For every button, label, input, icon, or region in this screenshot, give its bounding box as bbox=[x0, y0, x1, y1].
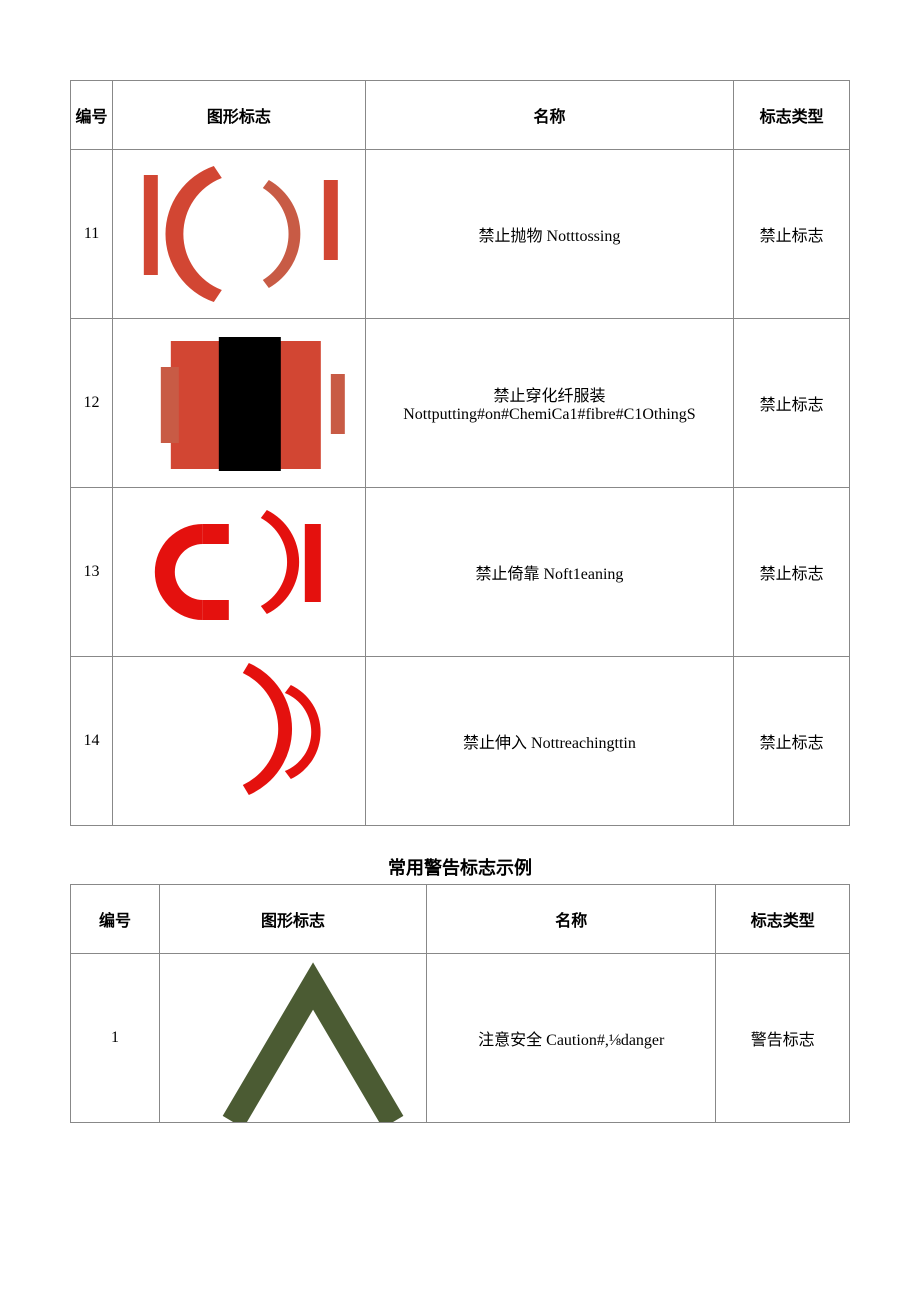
cell-name: 禁止穿化纤服装 Nottputting#on#ChemiCa1#fibre#C1… bbox=[365, 319, 733, 488]
warning-signs-table: 编号 图形标志 名称 标志类型 1 注意安全 Caution#,⅛danger … bbox=[70, 884, 850, 1123]
col-header-name: 名称 bbox=[427, 885, 716, 954]
cell-graphic bbox=[113, 150, 366, 319]
cell-id: 14 bbox=[71, 657, 113, 826]
cell-graphic bbox=[160, 954, 427, 1123]
col-header-name: 名称 bbox=[365, 81, 733, 150]
cell-name-line1: 禁止穿化纤服装 bbox=[493, 388, 605, 405]
col-header-graphic: 图形标志 bbox=[160, 885, 427, 954]
col-header-type: 标志类型 bbox=[734, 81, 850, 150]
cell-type: 警告标志 bbox=[716, 954, 850, 1123]
cell-name-line2: Nottputting#on#ChemiCa1#fibre#C1OthingS bbox=[403, 406, 695, 423]
table-row: 12 禁止穿化纤服装 Nottputting#on#ChemiCa1#fibre… bbox=[71, 319, 850, 488]
cell-id: 13 bbox=[71, 488, 113, 657]
cell-name: 注意安全 Caution#,⅛danger bbox=[427, 954, 716, 1123]
col-header-type: 标志类型 bbox=[716, 885, 850, 954]
prohibition-sign-icon bbox=[113, 488, 365, 656]
cell-id: 12 bbox=[71, 319, 113, 488]
cell-type: 禁止标志 bbox=[734, 150, 850, 319]
table-row: 13 禁止倚靠 Noft1eaning 禁止标志 bbox=[71, 488, 850, 657]
cell-graphic bbox=[113, 488, 366, 657]
cell-type: 禁止标志 bbox=[734, 657, 850, 826]
prohibition-sign-icon bbox=[113, 150, 365, 318]
cell-graphic bbox=[113, 319, 366, 488]
prohibition-sign-icon bbox=[113, 657, 365, 825]
col-header-id: 编号 bbox=[71, 81, 113, 150]
cell-name: 禁止伸入 Nottreachingttin bbox=[365, 657, 733, 826]
table-row: 11 禁止抛物 Notttossing 禁止标志 bbox=[71, 150, 850, 319]
cell-type: 禁止标志 bbox=[734, 319, 850, 488]
cell-type: 禁止标志 bbox=[734, 488, 850, 657]
cell-id: 11 bbox=[71, 150, 113, 319]
section-title-warning: 常用警告标志示例 bbox=[70, 854, 850, 880]
cell-name: 禁止倚靠 Noft1eaning bbox=[365, 488, 733, 657]
cell-id: 1 bbox=[71, 954, 160, 1123]
page: 编号 图形标志 名称 标志类型 11 禁止抛物 Notttossing bbox=[0, 0, 920, 1163]
cell-name: 禁止抛物 Notttossing bbox=[365, 150, 733, 319]
table-header-row: 编号 图形标志 名称 标志类型 bbox=[71, 885, 850, 954]
table-row: 1 注意安全 Caution#,⅛danger 警告标志 bbox=[71, 954, 850, 1123]
prohibition-signs-table: 编号 图形标志 名称 标志类型 11 禁止抛物 Notttossing bbox=[70, 80, 850, 826]
table-row: 14 禁止伸入 Nottreachingttin 禁止标志 bbox=[71, 657, 850, 826]
col-header-id: 编号 bbox=[71, 885, 160, 954]
warning-triangle-icon bbox=[160, 954, 426, 1122]
cell-graphic bbox=[113, 657, 366, 826]
prohibition-sign-icon bbox=[113, 319, 365, 487]
table-header-row: 编号 图形标志 名称 标志类型 bbox=[71, 81, 850, 150]
col-header-graphic: 图形标志 bbox=[113, 81, 366, 150]
